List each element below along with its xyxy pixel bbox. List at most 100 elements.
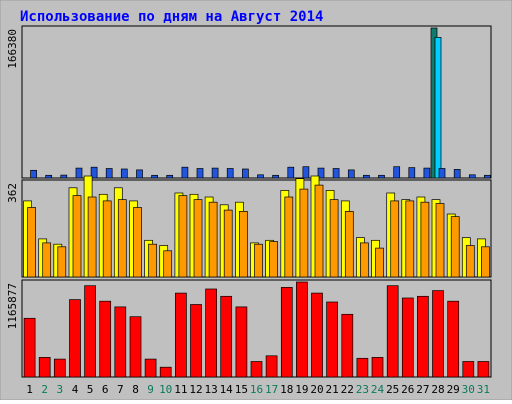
- bar-day-28-series-2: [435, 203, 445, 278]
- bar-day-25-series-2: [390, 200, 400, 278]
- bar-day-2-series-3: [45, 174, 53, 179]
- x-tick-label: 11: [174, 383, 187, 396]
- x-tick-label: 31: [477, 383, 490, 396]
- bar-day-23-series-3: [363, 174, 370, 179]
- x-tick-label: 3: [56, 383, 63, 396]
- bar-day-18-series-2: [284, 196, 294, 278]
- bar-day-23-series-1: [356, 357, 369, 378]
- chart-panels: 166380 362 1165877: [6, 25, 492, 378]
- bar-day-18-series-1: [280, 287, 293, 378]
- bar-day-15-series-3: [242, 168, 249, 179]
- x-tick-label: 10: [159, 383, 172, 396]
- bar-day-1-series-1: [23, 317, 36, 378]
- x-tick-label: 7: [117, 383, 124, 396]
- x-tick-label: 24: [371, 383, 385, 396]
- bar-day-2-series-1: [38, 357, 51, 378]
- bar-day-12-series-2: [193, 199, 203, 278]
- x-tick-label: 23: [356, 383, 369, 396]
- bar-day-5-series-3: [90, 166, 98, 179]
- bar-day-9-series-1: [144, 358, 157, 378]
- bar-day-9-series-3: [151, 174, 158, 179]
- x-tick-label: 19: [295, 383, 308, 396]
- bar-day-25-series-1: [386, 285, 399, 378]
- x-tick-label: 12: [189, 383, 202, 396]
- bar-day-6-series-2: [102, 200, 112, 278]
- bar-day-13-series-3: [211, 167, 219, 179]
- bar-day-31-series-3: [484, 174, 491, 179]
- bar-day-17-series-2: [269, 241, 278, 278]
- bar-day-3-series-3: [60, 174, 68, 179]
- bar-day-4-series-2: [72, 195, 82, 278]
- bar-day-9-series-2: [148, 243, 157, 278]
- bar-day-20-series-1: [311, 292, 323, 378]
- bar-day-19-series-1: [296, 281, 308, 378]
- panel-3: 1165877: [6, 279, 492, 378]
- panel-2: 362: [6, 175, 492, 278]
- bar-day-10-series-3: [166, 174, 174, 179]
- panel-frame: [21, 25, 492, 179]
- x-tick-label: 17: [265, 383, 278, 396]
- bar-day-12-series-1: [190, 304, 202, 378]
- bar-day-28-series-1: [432, 290, 444, 378]
- bar-day-21-series-2: [329, 199, 339, 278]
- bar-day-31-series-2: [481, 246, 490, 278]
- bar-day-29-series-1: [447, 300, 460, 378]
- bar-day-24-series-1: [371, 357, 384, 378]
- bar-day-15-series-1: [235, 306, 248, 378]
- bar-day-3-series-2: [57, 246, 67, 278]
- bar-day-19-series-2: [299, 188, 309, 278]
- bar-day-21-series-3: [332, 168, 340, 179]
- x-tick-label: 9: [147, 383, 154, 396]
- bar-day-30-series-3: [468, 174, 476, 179]
- x-tick-label: 2: [41, 383, 48, 396]
- x-tick-label: 5: [87, 383, 94, 396]
- bar-day-24-series-3: [378, 174, 385, 179]
- bar-day-6-series-3: [105, 168, 113, 179]
- bar-day-2-series-2: [42, 242, 52, 278]
- bar-day-5-series-1: [84, 285, 96, 378]
- x-tick-label: 29: [447, 383, 460, 396]
- x-axis-labels: 1 2 3 4 5 6 7 8 9 10 11 12 13 14 15 16 17 18 19 20 21 22 23 24 2…: [26, 383, 490, 396]
- bar-day-25-series-3: [393, 166, 401, 179]
- bar-day-14-series-2: [223, 209, 233, 278]
- bar-day-26-series-2: [405, 200, 415, 278]
- bar-day-30-series-1: [462, 361, 475, 378]
- bar-day-17-series-1: [265, 355, 278, 378]
- bar-day-27-series-1: [417, 295, 429, 378]
- bar-day-7-series-3: [120, 168, 128, 179]
- x-tick-label: 16: [250, 383, 263, 396]
- y-max-label: 362: [6, 183, 19, 203]
- bar-day-10-series-1: [159, 366, 172, 378]
- x-tick-label: 30: [462, 383, 475, 396]
- bar-day-13-series-2: [208, 201, 218, 278]
- bar-day-14-series-3: [226, 168, 234, 179]
- bar-day-4-series-1: [69, 299, 81, 378]
- x-tick-label: 14: [220, 383, 234, 396]
- bar-day-11-series-1: [175, 292, 187, 378]
- bar-day-19-series-3: [302, 166, 310, 179]
- bar-day-8-series-2: [133, 207, 142, 278]
- x-tick-label: 13: [204, 383, 217, 396]
- panel-1: 166380: [6, 25, 492, 179]
- bar-day-6-series-1: [99, 300, 112, 378]
- bar-day-29-series-2: [450, 216, 460, 278]
- x-tick-label: 6: [102, 383, 109, 396]
- bar-day-28-series-3: [438, 168, 446, 179]
- y-max-label: 1165877: [6, 283, 19, 329]
- bar-day-22-series-1: [341, 313, 354, 378]
- bar-day-15-series-2: [239, 211, 248, 278]
- chart-title: Использование по дням на Август 2014: [20, 9, 323, 25]
- x-tick-label: 27: [416, 383, 429, 396]
- bar-day-8-series-1: [129, 316, 142, 378]
- bar-day-10-series-2: [163, 250, 173, 278]
- bar-day-7-series-1: [114, 306, 127, 378]
- x-tick-label: 15: [235, 383, 248, 396]
- bar-day-8-series-3: [136, 169, 143, 179]
- bar-day-22-series-3: [347, 169, 355, 179]
- x-tick-label: 22: [341, 383, 354, 396]
- bar-day-20-series-3: [317, 167, 325, 179]
- bar-day-11-series-2: [178, 195, 188, 278]
- bar-day-29-series-3: [453, 169, 461, 179]
